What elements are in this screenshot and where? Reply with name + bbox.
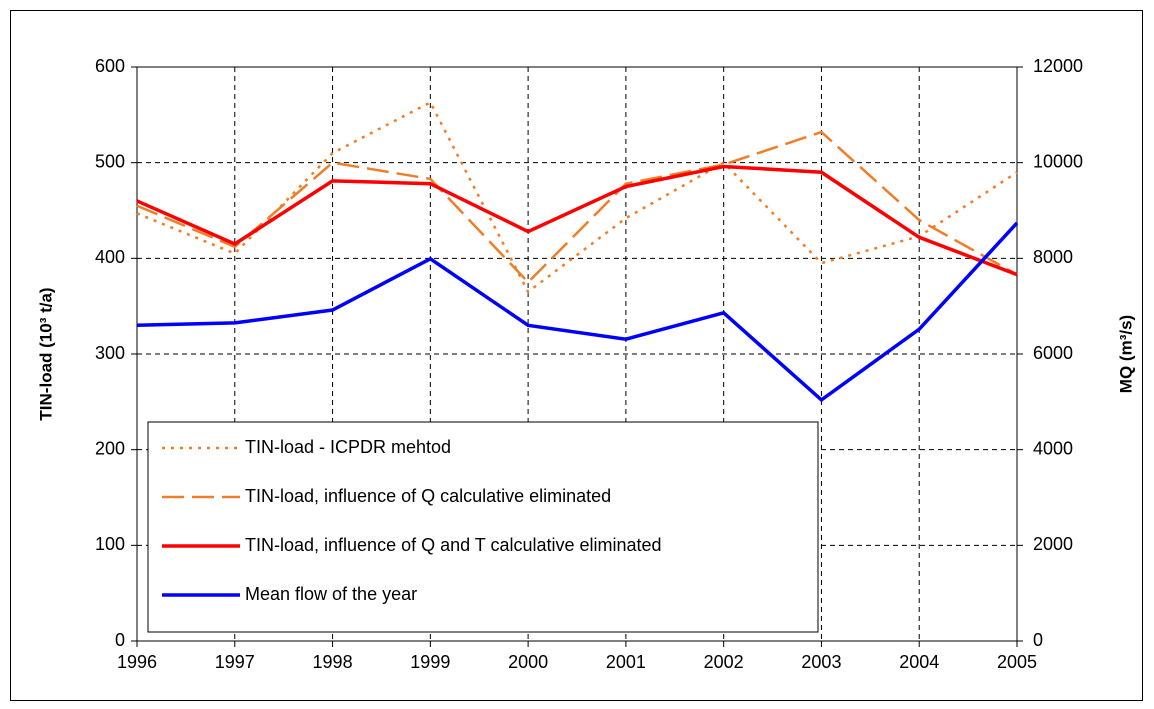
y-axis-title: TIN-load (10³ t/a) [36,287,55,420]
y2-tick-label: 10000 [1033,151,1083,171]
y2-tick-label: 0 [1033,630,1043,650]
x-tick-label: 1999 [410,652,450,672]
legend-box [147,421,819,633]
x-tick-label: 1998 [313,652,353,672]
series-line [136,130,1018,285]
x-tick-label: 2005 [997,652,1037,672]
y-tick-label: 400 [95,247,125,267]
y2-tick-label: 4000 [1033,438,1073,458]
y-tick-label: 300 [95,343,125,363]
legend-label: TIN-load - ICPDR mehtod [245,437,451,457]
legend-label: TIN-load, influence of Q and T calculati… [245,535,662,555]
y-tick-label: 0 [115,630,125,650]
legend-label: TIN-load, influence of Q calculative eli… [245,486,611,506]
legend-label: Mean flow of the year [245,584,417,604]
y-tick-label: 500 [95,151,125,171]
x-tick-label: 2003 [801,652,841,672]
y2-tick-label: 2000 [1033,534,1073,554]
series-line [136,100,1018,294]
x-tick-label: 2001 [606,652,646,672]
y2-tick-label: 12000 [1033,56,1083,76]
x-tick-label: 2000 [508,652,548,672]
series-line [136,221,1019,403]
y2-axis-title: MQ (m³/s) [1116,315,1135,393]
y2-tick-label: 8000 [1033,247,1073,267]
x-tick-label: 2002 [704,652,744,672]
y2-tick-label: 6000 [1033,343,1073,363]
x-tick-label: 1996 [117,652,157,672]
plot-frame [136,66,1018,642]
y-tick-label: 600 [95,56,125,76]
x-tick-label: 1997 [215,652,255,672]
x-tick-label: 2004 [899,652,939,672]
y-tick-label: 200 [95,438,125,458]
series-line [136,164,1018,277]
y-tick-label: 100 [95,534,125,554]
